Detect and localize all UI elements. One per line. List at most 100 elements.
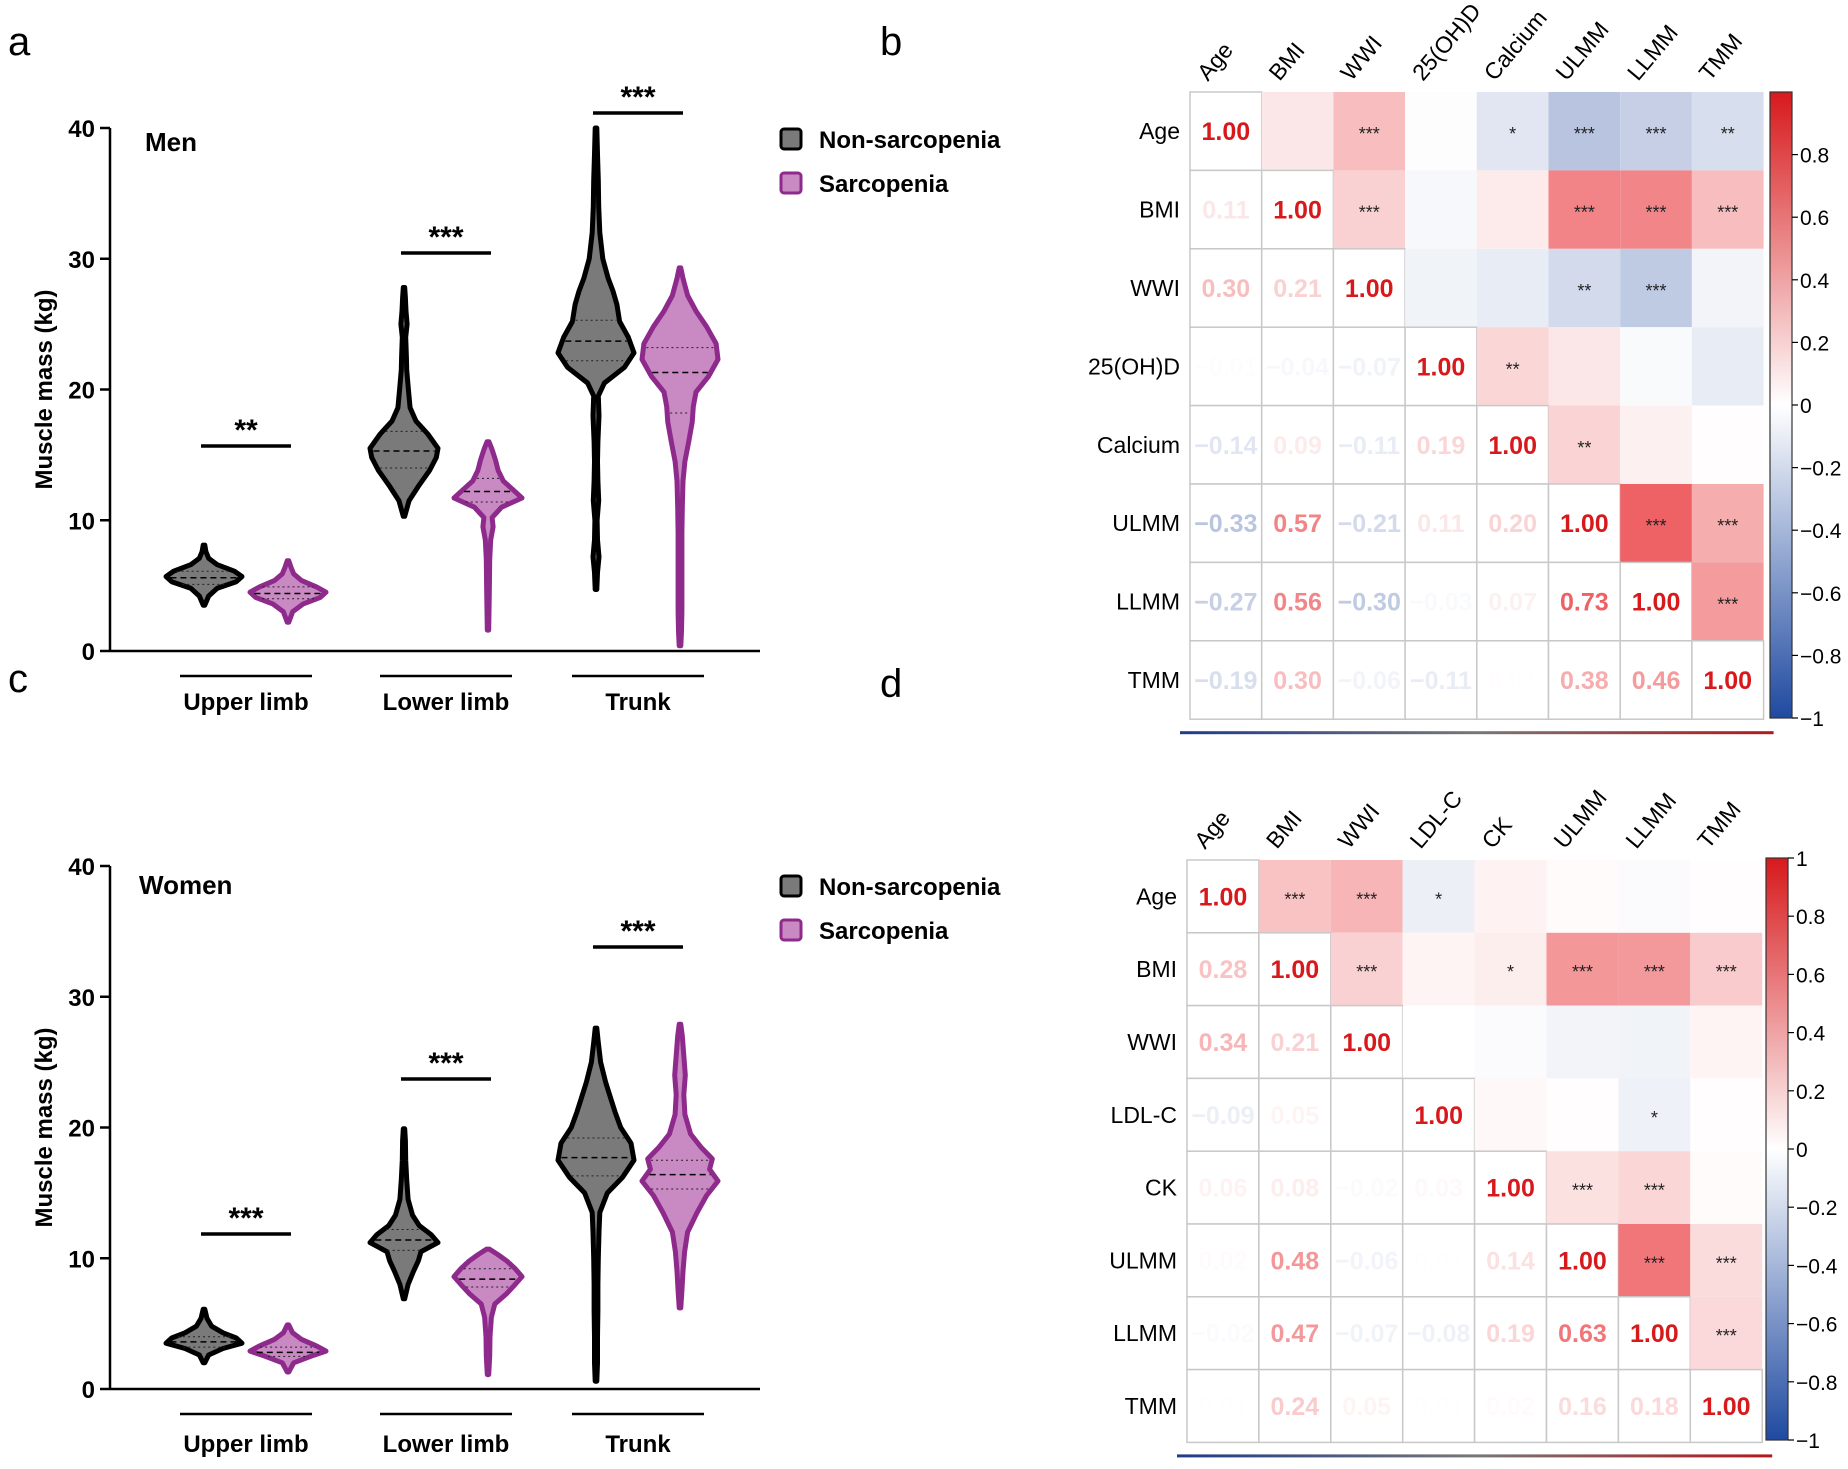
heatmap-cell (1404, 640, 1478, 720)
correlation-value: 0.07 (1488, 589, 1537, 617)
correlation-value: 0.19 (1417, 432, 1466, 460)
colorbar-tick-label: 0.4 (1796, 1023, 1826, 1046)
heatmap-cell (1474, 932, 1547, 1006)
heatmap-cell (1620, 92, 1692, 171)
correlation-value: −0.02 (1191, 1320, 1254, 1348)
significance-stars: * (1651, 1108, 1658, 1128)
panel-letter-d: d (880, 662, 902, 706)
heatmap-cell (1330, 1223, 1404, 1298)
legend-swatch (779, 127, 803, 151)
heatmap-cell (1332, 640, 1406, 720)
correlation-value: 0.06 (1199, 1175, 1248, 1203)
heatmap-cell (1548, 248, 1621, 328)
heatmap-cell (1548, 170, 1621, 249)
significance-stars: *** (1574, 203, 1595, 223)
heatmap-cell (1189, 483, 1263, 564)
correlation-value: −0.09 (1191, 1102, 1254, 1130)
correlation-value: 0.19 (1486, 1320, 1535, 1348)
colorbar-tick-label: 0.2 (1796, 1081, 1825, 1104)
panel-title: Men (145, 127, 197, 157)
x-category-label: Trunk (605, 1431, 671, 1458)
violin-non-sarcopenia-trunk (555, 125, 637, 592)
heatmap-cell (1186, 1150, 1260, 1225)
colorbar-tick-label: 1 (1796, 848, 1808, 871)
heatmap-cell (1476, 92, 1549, 171)
legend-label: Non-sarcopenia (819, 874, 1001, 901)
heatmap-cell (1258, 1368, 1332, 1444)
correlation-value: −0.11 (1410, 667, 1472, 695)
correlation-value: −0.21 (1338, 510, 1401, 538)
heatmap-cell (1547, 483, 1621, 564)
heatmap-cell (1404, 326, 1478, 407)
heatmap-cell (1330, 860, 1403, 933)
significance-stars: *** (1359, 203, 1380, 223)
violin-non-sarcopenia-upper-limb (163, 542, 245, 608)
y-tick-label: 0 (82, 639, 95, 666)
violin-sarcopenia-lower-limb (451, 1246, 525, 1378)
row-label: Age (1136, 883, 1177, 909)
correlation-value: 0.11 (1202, 197, 1249, 225)
correlation-value: 1.00 (1703, 667, 1752, 695)
correlation-value: 1.00 (1630, 1320, 1679, 1348)
heatmap-cell (1189, 248, 1263, 328)
significance-stars: * (1507, 962, 1514, 982)
heatmap-cell (1473, 1368, 1548, 1444)
heatmap-cell (1189, 561, 1263, 642)
correlation-value: 1.00 (1632, 589, 1681, 617)
heatmap-cell (1691, 562, 1764, 641)
heatmap-cell (1690, 1296, 1763, 1370)
correlation-value: 0.00 (1342, 1102, 1391, 1130)
heatmap-cell (1189, 169, 1263, 250)
colorbar-tick-label: −0.6 (1796, 1314, 1837, 1337)
correlation-value: 0.01 (1488, 667, 1537, 695)
heatmap-cell (1405, 248, 1477, 328)
correlation-value: −0.06 (1338, 667, 1401, 695)
x-category-label: Lower limb (383, 689, 510, 716)
heatmap-cell (1260, 561, 1335, 642)
row-label: BMI (1136, 956, 1177, 982)
row-label: WWI (1130, 275, 1180, 301)
heatmap-cell (1691, 170, 1764, 249)
correlation-value: 1.00 (1702, 1393, 1751, 1421)
heatmap-cell (1476, 561, 1550, 642)
column-label: BMI (1261, 805, 1307, 853)
heatmap-cell (1402, 932, 1475, 1006)
heatmap-cell (1260, 640, 1335, 720)
heatmap-cell (1691, 640, 1765, 720)
correlation-value: −0.07 (1338, 353, 1401, 381)
heatmap-cell (1619, 561, 1693, 642)
heatmap-cell (1547, 640, 1621, 720)
heatmap-d: Age BMI WWI LDL-C CK ULMM LLMM TMMAgeBMIWWILDL-… (1109, 785, 1838, 1458)
significance-label: *** (228, 1202, 263, 1235)
legend-swatch (779, 874, 803, 898)
heatmap-cell (1546, 1078, 1619, 1152)
x-category-label: Upper limb (183, 689, 308, 716)
row-label: TMM (1128, 667, 1180, 693)
heatmap-cell (1401, 1223, 1476, 1298)
correlation-value: 0.02 (1199, 1247, 1248, 1275)
significance-stars: *** (1646, 281, 1667, 301)
correlation-value: 1.00 (1345, 275, 1394, 303)
correlation-value: 0.01 (1199, 1393, 1248, 1421)
heatmap-cell (1617, 1368, 1692, 1444)
violin-non-sarcopenia-lower-limb (367, 1126, 441, 1302)
heatmap-cell (1404, 404, 1478, 485)
heatmap-cell (1258, 1077, 1332, 1152)
heatmap-cell (1474, 860, 1547, 933)
correlation-value: 0.01 (1414, 1247, 1463, 1275)
heatmap-cell (1618, 1078, 1691, 1152)
bottom-gradient-line (1177, 1454, 1773, 1458)
y-tick-label: 0 (82, 1377, 95, 1404)
correlation-value: 1.00 (1271, 956, 1320, 984)
heatmap-cell (1258, 1296, 1332, 1371)
heatmap-cell (1401, 1368, 1476, 1444)
significance-stars: *** (1716, 1253, 1737, 1273)
colorbar-tick-label: 0.2 (1800, 332, 1829, 355)
heatmap-cell (1258, 1150, 1332, 1225)
violin-sarcopenia-trunk (639, 265, 721, 649)
significance-stars: ** (1506, 359, 1520, 379)
heatmap-cell (1691, 327, 1764, 406)
heatmap-cell (1619, 640, 1693, 720)
significance-stars: *** (1644, 1181, 1665, 1201)
